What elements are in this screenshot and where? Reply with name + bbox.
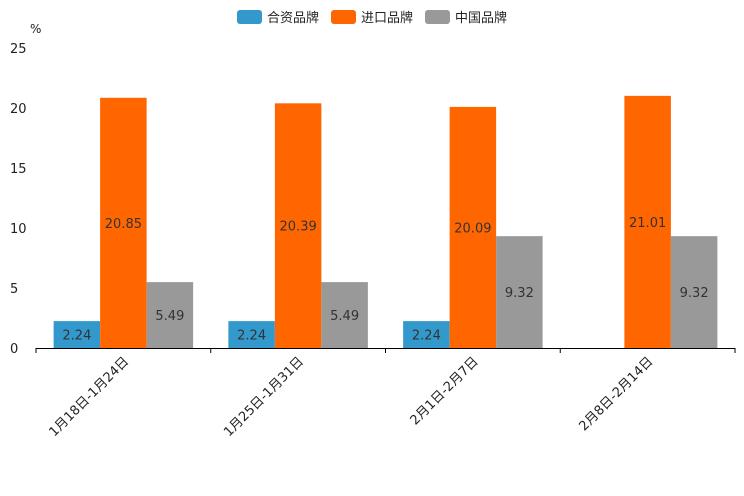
legend-swatch-import — [330, 9, 356, 24]
bar — [496, 236, 543, 348]
x-tick-label: 2月8日-2月14日 — [577, 354, 657, 434]
y-tick-label: 10 — [10, 222, 27, 237]
bar-value-label: 20.85 — [105, 217, 142, 232]
bar — [100, 97, 147, 348]
bar-value-label: 9.32 — [505, 286, 534, 301]
legend-item-import[interactable]: 进口品牌 — [330, 7, 413, 26]
bar-value-label: 2.24 — [62, 329, 91, 344]
legend-swatch-china — [425, 9, 450, 24]
bar — [321, 282, 368, 348]
x-tick-label: 2月1日-2月7日 — [408, 354, 482, 428]
bar-value-label: 20.39 — [280, 220, 317, 235]
bar — [403, 321, 450, 348]
bar-value-label: 2.24 — [412, 329, 441, 344]
legend: 合资品牌 进口品牌 中国品牌 — [0, 7, 744, 26]
bar — [53, 321, 101, 348]
bar — [274, 103, 322, 348]
bar — [449, 106, 497, 348]
x-tick-label: 1月25日-1月31日 — [221, 354, 307, 440]
y-tick-label: 20 — [10, 102, 27, 117]
y-tick-label: 0 — [10, 342, 18, 357]
bar-value-label: 5.49 — [155, 309, 184, 324]
legend-label-import: 进口品牌 — [360, 11, 413, 26]
legend-swatch-jv — [236, 9, 262, 24]
y-tick-label: 25 — [10, 42, 27, 57]
y-tick-label: 15 — [10, 162, 27, 177]
bar — [146, 282, 194, 348]
legend-item-jv[interactable]: 合资品牌 — [236, 7, 319, 26]
x-tick-label: 1月18日-1月24日 — [46, 354, 132, 440]
bar-value-label: 5.49 — [330, 309, 359, 324]
bar — [228, 321, 275, 348]
legend-item-china[interactable]: 中国品牌 — [425, 7, 507, 26]
legend-label-jv: 合资品牌 — [266, 11, 319, 26]
y-tick-label: 5 — [10, 282, 18, 297]
bar-value-label: 21.01 — [629, 216, 666, 231]
bar-value-label: 9.32 — [680, 286, 709, 301]
bar — [624, 95, 671, 348]
bar — [670, 236, 718, 348]
bar-value-label: 20.09 — [454, 221, 491, 236]
legend-label-china: 中国品牌 — [455, 11, 508, 26]
bar-value-label: 2.24 — [237, 329, 266, 344]
y-axis-unit-label: % — [30, 22, 41, 36]
